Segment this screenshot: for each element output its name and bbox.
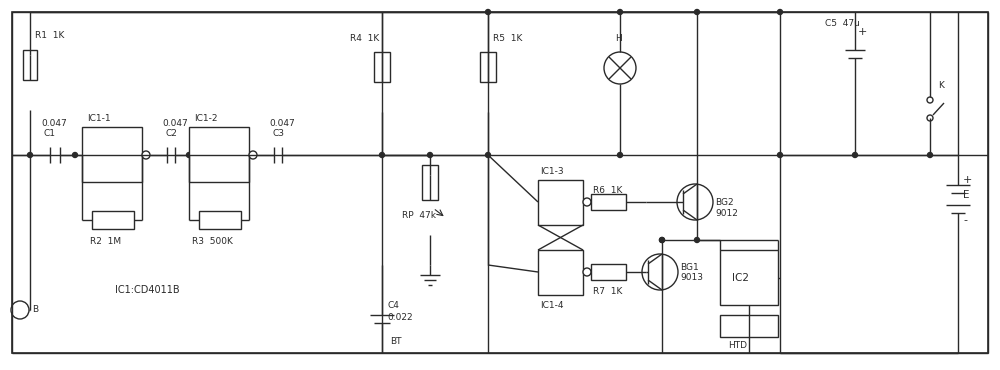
Circle shape: [642, 254, 678, 290]
Circle shape: [187, 152, 192, 158]
Text: 9012: 9012: [715, 209, 738, 218]
Circle shape: [778, 152, 782, 158]
Text: IC2: IC2: [732, 273, 749, 283]
Bar: [538, 180, 583, 225]
Circle shape: [660, 238, 664, 242]
Circle shape: [618, 10, 622, 14]
Circle shape: [486, 152, 491, 158]
Bar: [374, 52, 390, 82]
Bar: [199, 211, 241, 229]
Text: 9013: 9013: [680, 273, 703, 283]
Bar: [538, 250, 583, 295]
Text: R6  1K: R6 1K: [593, 185, 622, 195]
Circle shape: [486, 10, 491, 14]
Text: BG1: BG1: [680, 262, 699, 272]
Circle shape: [249, 151, 257, 159]
Circle shape: [677, 184, 713, 220]
Text: B: B: [32, 306, 38, 314]
Circle shape: [583, 268, 591, 276]
Circle shape: [852, 152, 858, 158]
Text: C3: C3: [272, 128, 284, 138]
Text: R4  1K: R4 1K: [350, 34, 379, 43]
Circle shape: [28, 152, 33, 158]
Circle shape: [660, 238, 664, 242]
Text: 0.022: 0.022: [387, 313, 413, 323]
Circle shape: [142, 151, 150, 159]
Text: RP  47k: RP 47k: [402, 211, 436, 219]
Text: R2  1M: R2 1M: [90, 238, 121, 246]
Bar: [591, 264, 626, 280]
Text: C4: C4: [387, 300, 399, 309]
Circle shape: [583, 198, 591, 206]
Text: IC1:CD4011B: IC1:CD4011B: [115, 285, 180, 295]
Text: R3  500K: R3 500K: [192, 238, 233, 246]
Text: R1  1K: R1 1K: [35, 30, 64, 40]
Bar: [422, 165, 438, 200]
Circle shape: [73, 152, 78, 158]
Text: -: -: [963, 215, 967, 225]
Circle shape: [927, 115, 933, 121]
Bar: [591, 194, 626, 210]
Text: C5  47u: C5 47u: [825, 18, 860, 27]
Text: 0.047: 0.047: [162, 118, 188, 128]
Circle shape: [694, 238, 700, 242]
Bar: [720, 250, 778, 305]
Text: 0.047: 0.047: [41, 118, 67, 128]
Circle shape: [694, 10, 700, 14]
Circle shape: [428, 152, 433, 158]
Text: 0.047: 0.047: [269, 118, 295, 128]
Circle shape: [618, 152, 622, 158]
Text: H: H: [615, 34, 622, 43]
Bar: [480, 52, 496, 82]
Bar: [189, 127, 249, 182]
Bar: [82, 127, 142, 182]
Text: IC1-1: IC1-1: [87, 114, 111, 122]
Circle shape: [928, 152, 932, 158]
Text: IC1-3: IC1-3: [540, 166, 564, 175]
Bar: [92, 211, 134, 229]
Text: +: +: [963, 175, 972, 185]
Text: K: K: [938, 81, 944, 90]
Text: HTD: HTD: [728, 340, 747, 350]
Text: IC1-2: IC1-2: [194, 114, 218, 122]
Circle shape: [380, 152, 385, 158]
Circle shape: [11, 301, 29, 319]
Text: R7  1K: R7 1K: [593, 287, 622, 296]
Text: R5  1K: R5 1K: [493, 34, 522, 43]
Text: C1: C1: [43, 128, 55, 138]
Circle shape: [927, 97, 933, 103]
Text: E: E: [963, 190, 970, 200]
Circle shape: [778, 10, 782, 14]
Text: +: +: [858, 27, 867, 37]
Text: IC1-4: IC1-4: [540, 300, 564, 309]
Circle shape: [604, 52, 636, 84]
Text: C2: C2: [165, 128, 177, 138]
Bar: [23, 50, 37, 80]
Bar: [720, 315, 778, 337]
Text: BG2: BG2: [715, 198, 734, 206]
Text: BT: BT: [390, 337, 402, 346]
